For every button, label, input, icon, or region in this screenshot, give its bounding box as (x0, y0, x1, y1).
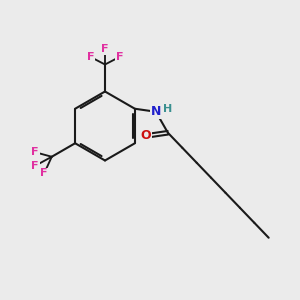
Text: O: O (141, 129, 151, 142)
Text: F: F (32, 161, 39, 171)
Text: H: H (163, 104, 172, 114)
Text: F: F (116, 52, 123, 62)
Text: F: F (101, 44, 109, 55)
Text: F: F (32, 147, 39, 157)
Text: F: F (40, 168, 48, 178)
Text: F: F (87, 52, 94, 62)
Text: N: N (151, 105, 161, 118)
